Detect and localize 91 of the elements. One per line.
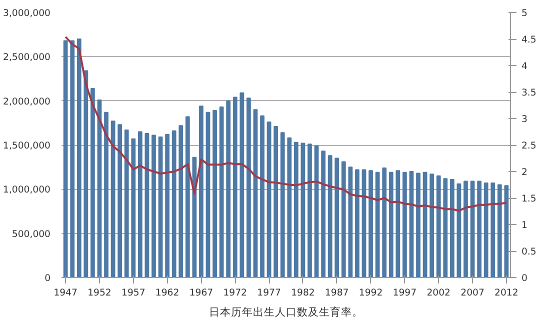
x-tick-label: 1952 xyxy=(88,288,112,298)
bar xyxy=(240,92,244,278)
bar xyxy=(104,112,108,278)
bar xyxy=(192,156,197,278)
x-tick-label: 2012 xyxy=(494,288,518,298)
y-tick-label: 1,500,000 xyxy=(3,140,51,152)
y2-tick-label: 5 xyxy=(522,8,528,19)
x-tick-label: 1987 xyxy=(325,288,349,298)
y-tick-label: 0 xyxy=(44,273,51,284)
bar xyxy=(388,172,394,278)
x-tick-label: 1947 xyxy=(54,288,78,298)
bar xyxy=(152,134,156,278)
bar xyxy=(450,178,454,278)
bar xyxy=(308,144,312,278)
bar xyxy=(172,130,176,278)
bar xyxy=(206,112,210,278)
bar xyxy=(178,125,184,278)
y2-tick-label: 4 xyxy=(522,61,528,72)
bar xyxy=(416,172,420,278)
bar xyxy=(212,110,217,278)
y2-tick-label: 1 xyxy=(522,220,528,231)
bar xyxy=(490,182,496,278)
x-tick-label: 1957 xyxy=(122,288,146,298)
bar xyxy=(355,169,360,278)
bar xyxy=(226,100,231,278)
bar xyxy=(287,137,292,278)
x-tick-label: 1992 xyxy=(358,288,383,298)
bar xyxy=(144,133,150,278)
bar xyxy=(497,184,502,278)
y2-tick-label: 3.5 xyxy=(522,88,536,98)
y-tick-label: 2,000,000 xyxy=(3,96,51,108)
bar xyxy=(477,180,482,278)
y-tick-label: 2,500,000 xyxy=(3,52,51,64)
y2-tick-label: 3 xyxy=(522,114,528,125)
bar xyxy=(280,132,285,278)
y2-tick-label: 0 xyxy=(522,273,528,284)
x-tick-label: 1997 xyxy=(392,288,417,298)
x-tick-label: 1977 xyxy=(257,288,281,298)
y-tick-label: 500,000 xyxy=(12,228,51,240)
y-tick-label: 1,000,000 xyxy=(3,184,51,196)
bar xyxy=(328,155,332,278)
bar xyxy=(334,158,340,278)
x-tick-label: 1982 xyxy=(291,288,315,298)
x-tick-label: 1962 xyxy=(155,288,180,298)
y2-tick-label: 2.5 xyxy=(522,140,536,152)
bar xyxy=(504,185,509,278)
y2-tick-label: 1.5 xyxy=(522,194,536,204)
bar xyxy=(131,138,136,278)
bar xyxy=(124,129,129,278)
bar xyxy=(232,96,238,278)
bar xyxy=(219,106,224,278)
x-tick-label: 1967 xyxy=(189,288,214,298)
bar xyxy=(70,40,75,278)
bar xyxy=(368,170,373,278)
y-tick-label: 3,000,000 xyxy=(3,8,51,19)
bar xyxy=(76,38,82,278)
bar xyxy=(84,70,88,278)
bar xyxy=(63,40,68,278)
bar xyxy=(246,98,251,278)
bar xyxy=(402,172,407,278)
bar xyxy=(266,122,272,278)
bar xyxy=(138,131,142,278)
bar xyxy=(185,116,190,278)
y2-tick-label: 2 xyxy=(522,167,528,178)
bar xyxy=(260,115,264,278)
bar xyxy=(274,126,278,278)
bar xyxy=(382,167,387,278)
bar xyxy=(253,109,258,278)
x-tick-label: 2002 xyxy=(426,288,450,298)
bar xyxy=(430,174,434,278)
bar xyxy=(158,136,163,278)
bar xyxy=(375,172,380,278)
bar xyxy=(199,106,204,278)
bar xyxy=(294,142,298,278)
bar xyxy=(443,178,448,278)
bar xyxy=(118,124,122,278)
text: 日本历年出生人口数及生育率。 xyxy=(209,306,363,318)
x-tick-label: 1972 xyxy=(223,288,248,298)
bar xyxy=(396,170,400,278)
bar xyxy=(348,166,353,278)
x-tick-label: 2007 xyxy=(460,288,484,298)
bar xyxy=(90,88,95,278)
y2-tick-label: 0.5 xyxy=(522,246,536,258)
line-series xyxy=(64,36,508,212)
bar xyxy=(464,180,468,278)
bar xyxy=(436,175,441,278)
bar xyxy=(484,182,488,278)
bar xyxy=(321,150,326,278)
y2-tick-label: 4.5 xyxy=(522,34,536,46)
bar xyxy=(165,134,170,278)
bar xyxy=(341,161,346,278)
